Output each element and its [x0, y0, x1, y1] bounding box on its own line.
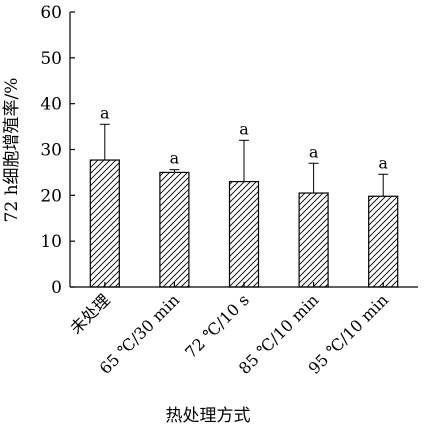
significance-label: a	[239, 119, 249, 138]
x-tick-label: 未处理	[66, 290, 113, 337]
x-axis-title: 热处理方式	[166, 406, 251, 426]
bar	[298, 192, 329, 288]
y-tick-label: 0	[51, 278, 62, 298]
y-tick-label: 20	[40, 186, 62, 206]
y-axis-title: 72 h细胞增殖率/%	[2, 78, 22, 223]
bar	[228, 180, 260, 288]
y-tick-label: 10	[40, 232, 62, 252]
significance-label: a	[309, 142, 319, 161]
significance-label: a	[100, 103, 110, 122]
bar	[159, 171, 190, 288]
bar	[89, 159, 120, 288]
significance-label: a	[170, 149, 180, 168]
x-tick-label: 72 ℃/10 s	[181, 290, 253, 362]
y-tick-label: 60	[40, 3, 62, 23]
y-tick-label: 30	[40, 141, 62, 161]
bar	[368, 195, 399, 288]
significance-label: a	[378, 153, 388, 172]
y-tick-label: 50	[40, 49, 62, 69]
y-tick-label: 40	[40, 95, 62, 115]
